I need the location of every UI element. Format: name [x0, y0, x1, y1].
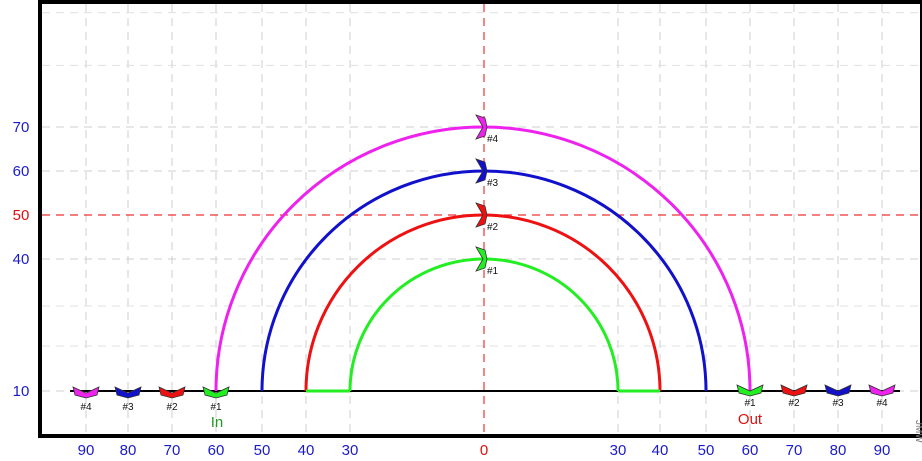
x-tick-label: 50: [254, 442, 271, 459]
out-label: Out: [738, 411, 763, 428]
in-marker-label: #2: [166, 402, 178, 413]
apex-marker-label: #4: [487, 134, 499, 145]
out-marker-1: [736, 384, 764, 397]
out-marker-label: #1: [744, 398, 756, 409]
out-marker-label: #3: [832, 398, 844, 409]
x-tick-label: 50: [698, 442, 715, 459]
apex-marker-label: #2: [487, 222, 499, 233]
markers: #4 #3 #2 #1 #1 #2 #3 #4 #1 #2 #3 #4 In Out: [72, 114, 896, 431]
x-tick-label: 80: [830, 442, 847, 459]
apex-marker-4: [475, 114, 488, 140]
x-tick-label: 60: [208, 442, 225, 459]
in-marker-1: [202, 386, 230, 399]
y-tick-label: 60: [13, 163, 30, 180]
y-tick-label: 40: [13, 251, 30, 268]
out-marker-2: [780, 384, 808, 397]
y-tick-label: 10: [13, 383, 30, 400]
out-marker-3: [824, 384, 852, 397]
apex-marker-label: #3: [487, 178, 499, 189]
in-marker-4: [72, 386, 100, 399]
x-tick-label: 80: [120, 442, 137, 459]
out-marker-4: [868, 384, 896, 397]
tick-labels: 90 80 70 60 50 40 30 0 30 40 50 60 70 80 90 70 60 50 40 10: [13, 119, 891, 459]
in-marker-label: #3: [122, 402, 134, 413]
watermark: JMW: [913, 420, 922, 443]
x-tick-label: 40: [652, 442, 669, 459]
y-tick-label: 50: [13, 207, 30, 224]
in-marker-label: #4: [80, 402, 92, 413]
apex-marker-label: #1: [487, 266, 499, 277]
x-tick-label: 30: [610, 442, 627, 459]
x-tick-label: 70: [786, 442, 803, 459]
x-tick-label: 70: [164, 442, 181, 459]
x-tick-label: 60: [742, 442, 759, 459]
x-tick-label-center: 0: [480, 442, 488, 459]
apex-marker-1: [475, 246, 488, 272]
out-marker-label: #4: [876, 398, 888, 409]
x-tick-label: 90: [874, 442, 891, 459]
in-marker-label: #1: [210, 402, 222, 413]
in-marker-3: [114, 386, 142, 399]
x-tick-label: 40: [298, 442, 315, 459]
y-tick-label: 70: [13, 119, 30, 136]
apex-marker-3: [475, 158, 488, 184]
out-marker-label: #2: [788, 398, 800, 409]
in-label: In: [211, 414, 224, 431]
x-tick-label: 30: [342, 442, 359, 459]
in-marker-2: [158, 386, 186, 399]
apex-marker-2: [475, 202, 488, 228]
x-tick-label: 90: [78, 442, 95, 459]
